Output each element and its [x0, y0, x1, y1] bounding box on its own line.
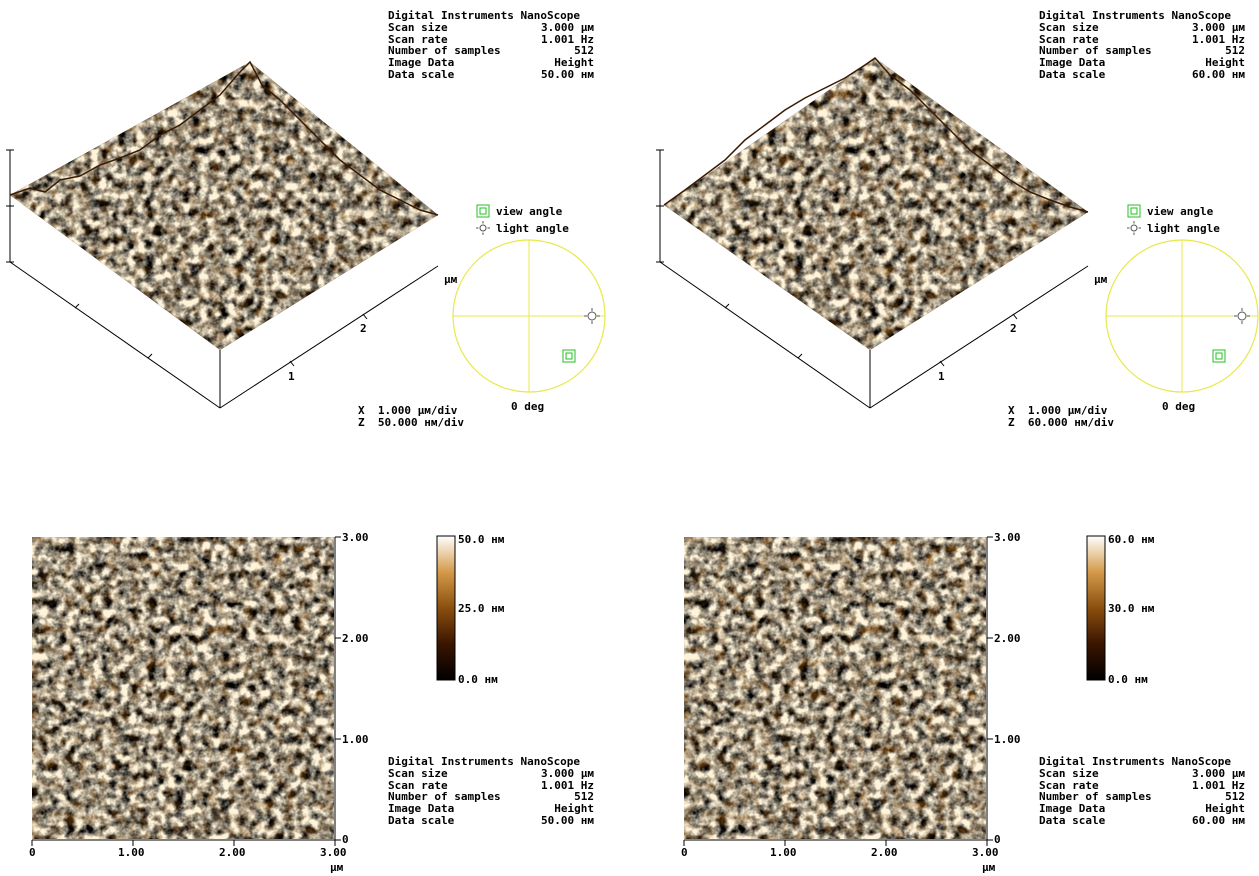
axis-tick-2: 2: [1010, 322, 1017, 335]
info-header: Digital Instruments NanoScope: [1039, 9, 1232, 22]
info-row-data-scale: Data scale 50.00 нм: [388, 67, 594, 81]
info-row-samples: Number of samples 512: [1039, 44, 1245, 58]
y-tick-1: 1.00: [342, 733, 369, 746]
info-row-image-data: Image Data Height: [388, 56, 594, 70]
y-tick-3: 3.00: [994, 531, 1021, 544]
light-angle-legend: light angle: [476, 221, 569, 235]
afm-2d-panel-1: 3.00 2.00 1.00 0 0 1.00 2.00 3.00 µм 50.…: [0, 520, 620, 876]
y-tick-2: 2.00: [994, 632, 1021, 645]
x-tick-3: 3.00: [972, 846, 999, 859]
info-row-samples: Number of samples 512: [388, 790, 594, 804]
colorbar-mid: 25.0 нм: [458, 602, 505, 615]
colorbar-1: [436, 535, 456, 681]
y-tick-1: 1.00: [994, 733, 1021, 746]
info-row-image-data: Image Data Height: [388, 802, 594, 816]
view-angle-icon: [1127, 204, 1141, 218]
z-scale: Z 50.000 нм/div: [358, 416, 464, 429]
sun-icon: [1127, 221, 1141, 235]
info-row-scan-rate: Scan rate 1.001 Hz: [388, 32, 594, 46]
y-tick-0: 0: [342, 833, 349, 846]
info-row-scan-rate: Scan rate 1.001 Hz: [1039, 32, 1245, 46]
angle-circle: [1105, 239, 1259, 393]
afm-3d-surface-1: [6, 60, 439, 409]
colorbar-mid: 30.0 нм: [1108, 602, 1155, 615]
colorbar-bottom: 0.0 нм: [458, 673, 498, 686]
colorbar-2: [1086, 535, 1106, 681]
colorbar-top: 60.0 нм: [1108, 533, 1155, 546]
scan-info-2d-1: Digital Instruments NanoScope Scan size 3…: [388, 756, 594, 827]
x-tick-1: 1.00: [770, 846, 797, 859]
scan-info-3d-2: Digital Instruments NanoScope Scan size 3…: [1039, 10, 1245, 81]
colorbar-top: 50.0 нм: [458, 533, 505, 546]
axis-tick-1: 1: [288, 370, 295, 383]
afm-2d-panel-2: 3.00 2.00 1.00 0 0 1.00 2.00 3.00 µм 60.…: [650, 520, 1259, 876]
x-tick-2: 2.00: [219, 846, 246, 859]
axis-tick-1: 1: [938, 370, 945, 383]
info-header: Digital Instruments NanoScope: [388, 755, 581, 768]
info-row-samples: Number of samples 512: [1039, 790, 1245, 804]
afm-height-map-1: [31, 536, 341, 846]
x-tick-3: 3.00: [320, 846, 347, 859]
x-tick-0: 0: [29, 846, 36, 859]
view-angle-legend: view angle: [1127, 204, 1213, 218]
info-row-scan-size: Scan size 3.000 µм: [388, 20, 594, 34]
info-row-scan-rate: Scan rate 1.001 Hz: [1039, 778, 1245, 792]
axis-tick-2: 2: [360, 322, 367, 335]
light-angle-legend: light angle: [1127, 221, 1220, 235]
view-angle-icon: [476, 204, 490, 218]
info-row-scan-rate: Scan rate 1.001 Hz: [388, 778, 594, 792]
y-tick-0: 0: [994, 833, 1001, 846]
info-row-image-data: Image Data Height: [1039, 802, 1245, 816]
x-scale: X 1.000 µм/div: [358, 404, 458, 417]
x-tick-1: 1.00: [118, 846, 145, 859]
info-header: Digital Instruments NanoScope: [1039, 755, 1232, 768]
afm-3d-surface-2: [656, 57, 1089, 409]
info-row-samples: Number of samples 512: [388, 44, 594, 58]
x-tick-0: 0: [681, 846, 688, 859]
view-angle-legend: view angle: [476, 204, 562, 218]
x-tick-2: 2.00: [871, 846, 898, 859]
colorbar-bottom: 0.0 нм: [1108, 673, 1148, 686]
info-row-scan-size: Scan size 3.000 µм: [388, 766, 594, 780]
z-scale: Z 60.000 нм/div: [1008, 416, 1114, 429]
deg-label: 0 deg: [1162, 400, 1196, 413]
afm-3d-panel-2: Digital Instruments NanoScope Scan size 3…: [650, 0, 1259, 440]
info-row-data-scale: Data scale 50.00 нм: [388, 813, 594, 827]
x-unit: µм: [982, 861, 996, 874]
info-row-scan-size: Scan size 3.000 µм: [1039, 20, 1245, 34]
y-tick-2: 2.00: [342, 632, 369, 645]
x-scale: X 1.000 µм/div: [1008, 404, 1108, 417]
scan-info-2d-2: Digital Instruments NanoScope Scan size 3…: [1039, 756, 1245, 827]
angle-circle: [452, 239, 606, 393]
info-row-image-data: Image Data Height: [1039, 56, 1245, 70]
afm-3d-panel-1: Digital Instruments NanoScope Scan size 3…: [0, 0, 620, 440]
sun-icon: [476, 221, 490, 235]
afm-height-map-2: [683, 536, 993, 846]
info-row-scan-size: Scan size 3.000 µм: [1039, 766, 1245, 780]
info-header: Digital Instruments NanoScope: [388, 9, 581, 22]
x-unit: µм: [330, 861, 344, 874]
axis-unit: µм: [1094, 273, 1108, 286]
axis-unit: µм: [444, 273, 458, 286]
y-tick-3: 3.00: [342, 531, 369, 544]
scan-info-3d-1: Digital Instruments NanoScope Scan size 3…: [388, 10, 594, 81]
info-row-data-scale: Data scale 60.00 нм: [1039, 67, 1245, 81]
info-row-data-scale: Data scale 60.00 нм: [1039, 813, 1245, 827]
deg-label: 0 deg: [511, 400, 545, 413]
